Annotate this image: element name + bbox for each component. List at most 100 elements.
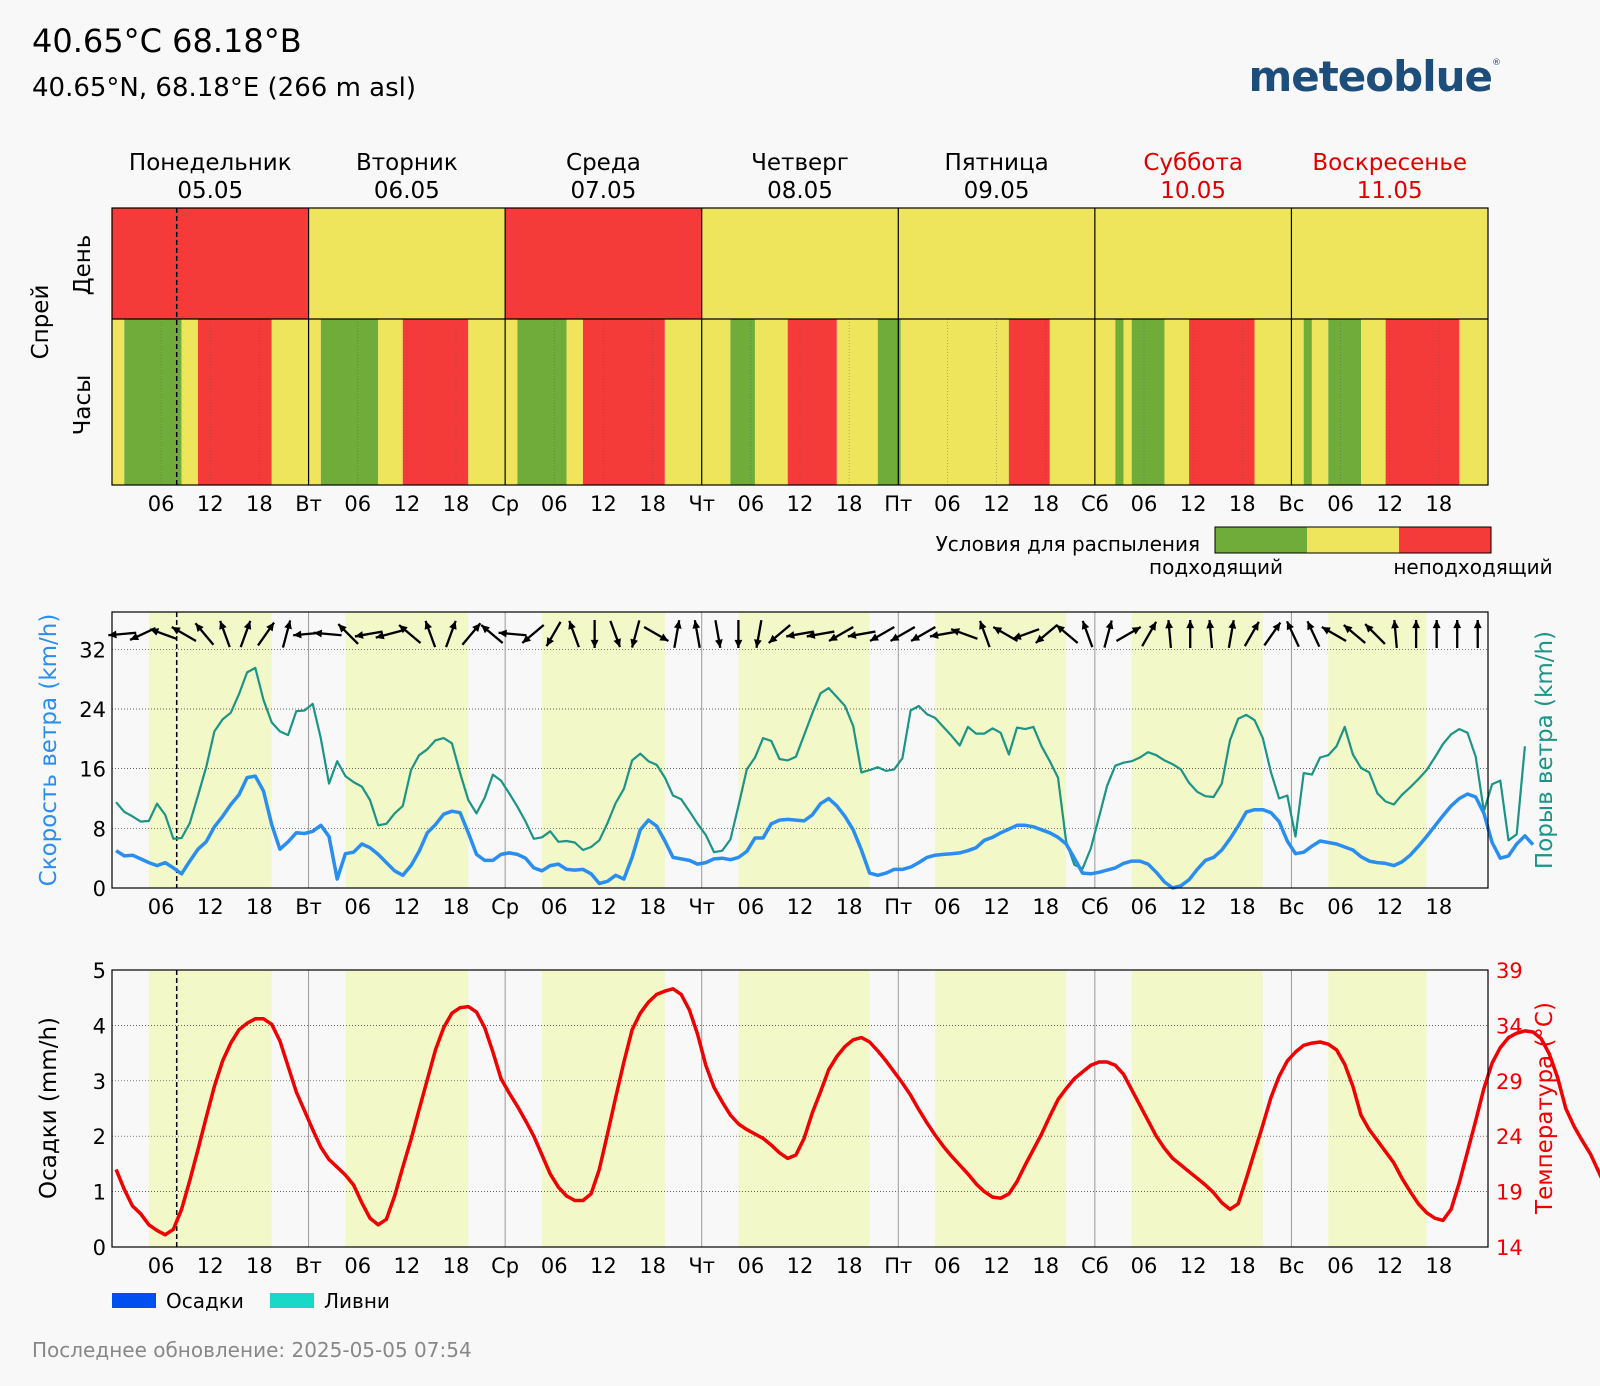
precip-legend-swatch bbox=[112, 1293, 156, 1308]
showers-legend-label: Ливни bbox=[324, 1289, 390, 1313]
day-name-label: Понедельник bbox=[129, 150, 292, 176]
wind-direction-arrow-head bbox=[1272, 622, 1281, 632]
precip-axis-hour-tick: 06 bbox=[541, 1254, 568, 1278]
spray-axis-label: Спрей bbox=[28, 285, 54, 360]
wind-axis-hour-tick: 12 bbox=[983, 895, 1010, 919]
day-date-label: 11.05 bbox=[1357, 178, 1423, 204]
spray-axis-hour-tick: 06 bbox=[1131, 492, 1158, 516]
wind-direction-arrow bbox=[734, 620, 743, 648]
day-date-label: 05.05 bbox=[177, 178, 243, 204]
spray-hour-segment bbox=[1361, 319, 1386, 485]
meteoblue-logo: meteoblue® bbox=[1248, 52, 1501, 101]
spray-axis-hour-tick: 12 bbox=[197, 492, 224, 516]
wind-direction-arrow-head bbox=[890, 633, 900, 641]
wind-axis-hour-tick: 06 bbox=[541, 895, 568, 919]
spray-hour-segment bbox=[1164, 319, 1190, 485]
chart-title: 40.65°C 68.18°B bbox=[32, 22, 302, 60]
last-update-text: Последнее обновление: 2025-05-05 07:54 bbox=[32, 1338, 472, 1362]
wind-ytick-label: 8 bbox=[93, 817, 106, 841]
chart-subtitle: 40.65°N, 68.18°E (266 m asl) bbox=[32, 73, 417, 103]
wind-direction-arrow-head bbox=[1453, 620, 1462, 629]
wind-axis-hour-tick: 18 bbox=[1229, 895, 1256, 919]
wind-direction-arrow-head bbox=[870, 633, 880, 641]
wind-axis-hour-tick: 06 bbox=[1327, 895, 1354, 919]
precip-axis-hour-tick: 18 bbox=[639, 1254, 666, 1278]
wind-direction-arrow bbox=[889, 626, 916, 642]
wind-axis-day-tick: Сб bbox=[1081, 895, 1109, 919]
spray-hour-segment bbox=[320, 319, 379, 485]
precip-daylight-band bbox=[1131, 970, 1263, 1247]
wind-direction-arrow-head bbox=[806, 631, 816, 639]
precip-axis-hour-tick: 12 bbox=[1180, 1254, 1207, 1278]
spray-legend-medium-swatch bbox=[1307, 527, 1399, 553]
wind-direction-arrow bbox=[257, 621, 276, 647]
spray-axis-hour-tick: 06 bbox=[737, 492, 764, 516]
spray-hour-segment bbox=[124, 319, 182, 485]
wind-direction-arrow-head bbox=[911, 633, 921, 641]
precip-axis-hour-tick: 12 bbox=[983, 1254, 1010, 1278]
wind-direction-arrow bbox=[1243, 621, 1260, 647]
spray-axis-day-tick: Сб bbox=[1081, 492, 1109, 516]
wind-direction-arrow-head bbox=[1035, 634, 1045, 643]
day-date-label: 06.05 bbox=[374, 178, 440, 204]
wind-direction-arrow-head bbox=[1186, 620, 1195, 629]
wind-direction-arrow bbox=[1432, 620, 1441, 648]
wind-direction-arrow bbox=[828, 626, 854, 642]
wind-ytick-label: 0 bbox=[93, 877, 106, 901]
wind-direction-arrow-head bbox=[195, 623, 204, 632]
day-date-label: 09.05 bbox=[964, 178, 1030, 204]
temp-ytick-label: 34 bbox=[1496, 1014, 1523, 1038]
wind-direction-arrow bbox=[398, 624, 422, 644]
spray-legend-good-swatch bbox=[1215, 527, 1307, 553]
precip-daylight-band bbox=[345, 970, 469, 1247]
wind-ytick-label: 16 bbox=[79, 758, 106, 782]
wind-direction-arrow bbox=[545, 621, 562, 647]
temp-ytick-label: 39 bbox=[1496, 959, 1523, 983]
precip-axis-hour-tick: 18 bbox=[443, 1254, 470, 1278]
wind-daylight-band bbox=[345, 612, 469, 888]
wind-direction-arrow-head bbox=[754, 639, 762, 648]
precip-legend-label: Осадки bbox=[166, 1289, 244, 1313]
wind-direction-arrow-head bbox=[219, 620, 227, 630]
wind-direction-arrow-head bbox=[1343, 625, 1353, 634]
wind-axis-hour-tick: 06 bbox=[148, 895, 175, 919]
logo-text: meteoblue bbox=[1248, 52, 1493, 101]
wind-direction-arrow bbox=[1165, 619, 1174, 649]
wind-direction-arrow-head bbox=[1148, 621, 1157, 631]
wind-direction-arrow bbox=[444, 620, 457, 648]
wind-axis-hour-tick: 06 bbox=[1131, 895, 1158, 919]
wind-direction-arrow bbox=[171, 626, 197, 642]
precip-axis-hour-tick: 06 bbox=[934, 1254, 961, 1278]
spray-hour-segment bbox=[468, 319, 518, 485]
spray-legend-bad-label: неподходящий bbox=[1393, 555, 1552, 579]
wind-axis-day-tick: Пт bbox=[884, 895, 912, 919]
day-date-label: 07.05 bbox=[570, 178, 636, 204]
wind-direction-arrow bbox=[1343, 624, 1366, 644]
wind-direction-arrow-head bbox=[130, 632, 140, 641]
wind-direction-arrow-head bbox=[673, 620, 682, 629]
wind-axis-hour-tick: 18 bbox=[639, 895, 666, 919]
spray-hour-segment bbox=[1123, 319, 1132, 485]
wind-direction-arrow bbox=[847, 630, 876, 639]
wind-direction-arrow-head bbox=[768, 634, 778, 643]
wind-direction-arrow-head bbox=[1286, 621, 1294, 631]
wind-direction-arrow-head bbox=[630, 638, 638, 648]
temp-ytick-label: 19 bbox=[1496, 1181, 1523, 1205]
wind-direction-arrow bbox=[1186, 620, 1195, 648]
precip-axis-hour-tick: 12 bbox=[1376, 1254, 1403, 1278]
spray-axis-hour-tick: 06 bbox=[148, 492, 175, 516]
wind-direction-arrow-head bbox=[828, 633, 838, 641]
wind-direction-arrow-head bbox=[1432, 620, 1441, 629]
precip-ytick-label: 4 bbox=[93, 1014, 106, 1038]
spray-hour-segment bbox=[582, 319, 665, 485]
precip-axis-hour-tick: 06 bbox=[1327, 1254, 1354, 1278]
wind-direction-arrow-head bbox=[786, 631, 795, 639]
spray-axis-hour-tick: 06 bbox=[1327, 492, 1354, 516]
wind-direction-arrow bbox=[590, 620, 599, 648]
temp-ytick-label: 24 bbox=[1496, 1125, 1523, 1149]
precip-axis-day-tick: Ср bbox=[491, 1254, 519, 1278]
day-name-label: Среда bbox=[566, 150, 641, 176]
wind-direction-arrow bbox=[1081, 620, 1094, 648]
spray-axis-hour-tick: 18 bbox=[246, 492, 273, 516]
